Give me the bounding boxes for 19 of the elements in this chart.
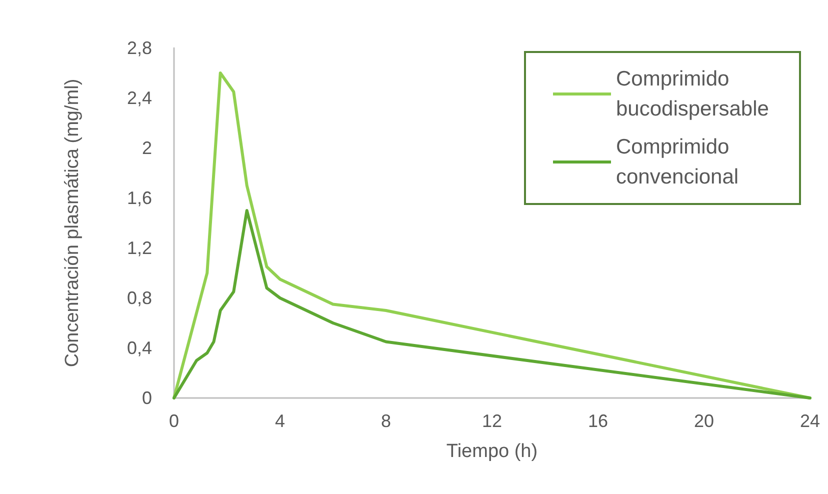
x-tick-label: 16 bbox=[588, 411, 608, 431]
x-tick-label: 20 bbox=[694, 411, 714, 431]
x-tick-label: 4 bbox=[274, 411, 286, 431]
y-tick-label: 2,4 bbox=[126, 88, 152, 108]
y-tick-label: 0,8 bbox=[126, 288, 152, 308]
legend-label: Comprimido convencional bbox=[616, 136, 739, 188]
y-tick-label: 0,4 bbox=[126, 338, 152, 358]
y-tick-label: 1,6 bbox=[126, 188, 152, 208]
y-tick-label: 1,2 bbox=[126, 238, 152, 258]
y-tick-label: 2,8 bbox=[126, 38, 152, 58]
x-tick-label: 24 bbox=[800, 411, 820, 431]
x-tick-label: 0 bbox=[168, 411, 180, 431]
x-tick-label: 12 bbox=[482, 411, 502, 431]
x-axis-title: Tiempo (h) bbox=[446, 441, 538, 462]
y-tick-label: 0 bbox=[142, 388, 152, 408]
y-tick-label: 2 bbox=[142, 138, 152, 158]
legend-label: Comprimido bucodispersable bbox=[616, 68, 769, 120]
y-axis-title: Concentración plasmática (mg/ml) bbox=[62, 78, 83, 368]
x-tick-label: 8 bbox=[380, 411, 392, 431]
